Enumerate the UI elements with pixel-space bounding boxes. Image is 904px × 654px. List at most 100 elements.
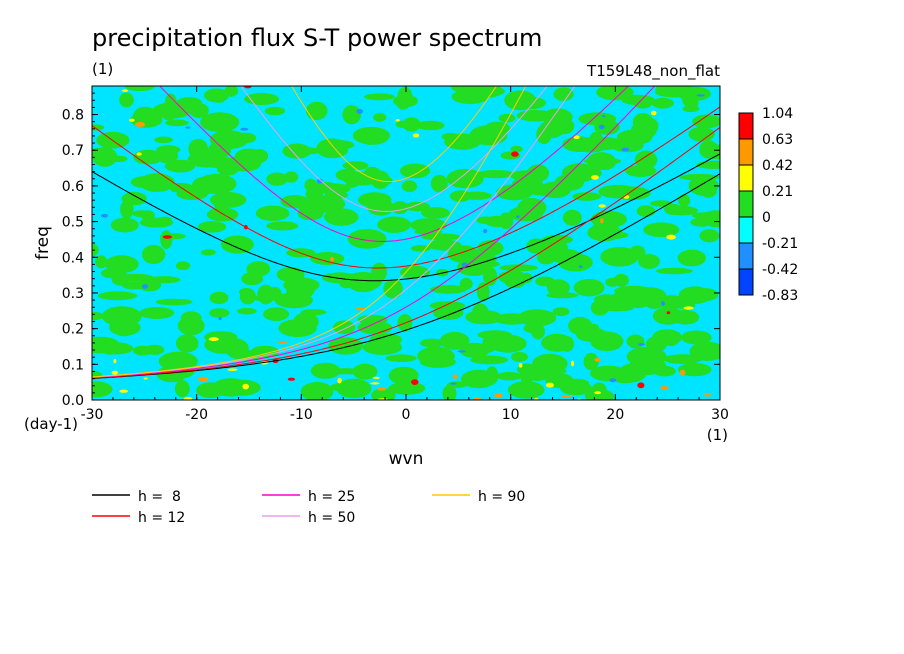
field-blob [177,316,205,336]
field-blob [198,221,227,233]
dispersion-curve [240,86,548,212]
x-tick-label: 20 [606,407,624,423]
field-blob [496,372,523,381]
colorbar-swatch [738,190,754,218]
field-blob [300,382,334,400]
field-blob [175,334,199,353]
field-blob [575,327,608,342]
field-blob [404,201,431,212]
field-blob [682,105,700,113]
field-blob [310,362,341,379]
field-blob [92,311,104,321]
dispersion-curve [92,106,720,269]
field-blob [643,292,666,309]
field-blob [282,143,312,159]
field-blob [625,165,657,177]
field-spot [111,370,119,375]
field-blob [99,259,128,268]
field-spot [218,317,222,321]
field-blob [560,336,574,352]
chart-title: precipitation flux S-T power spectrum [92,24,542,52]
field-spot [244,86,252,89]
field-spot [650,110,657,116]
field-spot [696,94,705,97]
field-blob [629,245,646,260]
field-blob [352,126,390,145]
field-spot [287,377,296,381]
field-spot [185,126,191,129]
field-blob [345,181,358,188]
field-blob [92,147,118,167]
field-blob [209,130,249,149]
field-spot [337,377,342,384]
field-blob [562,163,597,183]
legend-label: h = 50 [308,510,355,526]
dispersion-curve [291,86,498,182]
field-blob [364,93,395,101]
field-spot [591,175,599,180]
field-blob [586,323,600,332]
field-blob [169,183,183,193]
field-blob [688,175,719,196]
field-blob [410,245,431,252]
field-blob [395,120,410,128]
field-blob [510,145,523,153]
field-blob [333,320,356,335]
field-blob [656,267,693,275]
field-blob [388,381,426,395]
field-blob [476,282,490,302]
field-blob [552,307,570,317]
field-blob [605,277,620,287]
field-blob [699,229,720,243]
legend-label: h = 12 [138,510,185,526]
field-blob [410,218,447,233]
field-blob [246,261,271,277]
field-spot [573,135,580,140]
field-blob [573,279,605,297]
field-blob [129,274,150,281]
field-blob [430,285,468,294]
field-spot [600,218,604,224]
field-blob [677,363,712,377]
field-blob [120,200,134,219]
field-blob [101,306,142,327]
field-blob [401,180,418,192]
chart-subtitle: (1) [92,60,113,78]
field-blob [586,152,617,170]
field-blob [524,366,551,381]
y-tick-label: 0.6 [62,179,84,195]
field-blob [377,216,411,233]
field-blob [416,120,445,131]
field-blob [626,334,645,349]
field-blob [210,89,227,103]
field-spot [450,382,457,385]
field-spot [412,133,420,138]
field-blob [286,281,315,299]
x-tick-label: 0 [402,407,411,423]
field-blob [92,381,113,398]
colorbar-swatch [738,242,754,270]
field-spot [330,257,334,262]
field-blob [442,384,457,400]
x-tick-label: 10 [502,407,520,423]
field-spot [598,204,606,208]
field-blob [147,276,181,284]
field-blob [305,101,328,121]
field-blob [429,301,466,310]
field-blob [539,181,571,199]
dispersion-curve [92,173,720,379]
field-blob [201,249,216,256]
y-axis: 0.0 0.1 0.2 0.3 0.4 0.5 0.6 0.7 0.8 [62,85,720,409]
field-spot [516,215,520,218]
field-blob [133,106,157,126]
field-blob [640,255,657,268]
field-spot [277,341,288,344]
field-blob [388,366,419,385]
field-blob [475,261,500,268]
field-blob [110,217,139,233]
field-blob [511,352,528,362]
field-blob [494,313,530,325]
field-blob [498,113,516,123]
field-blob [371,388,396,400]
field-spot [183,397,193,400]
